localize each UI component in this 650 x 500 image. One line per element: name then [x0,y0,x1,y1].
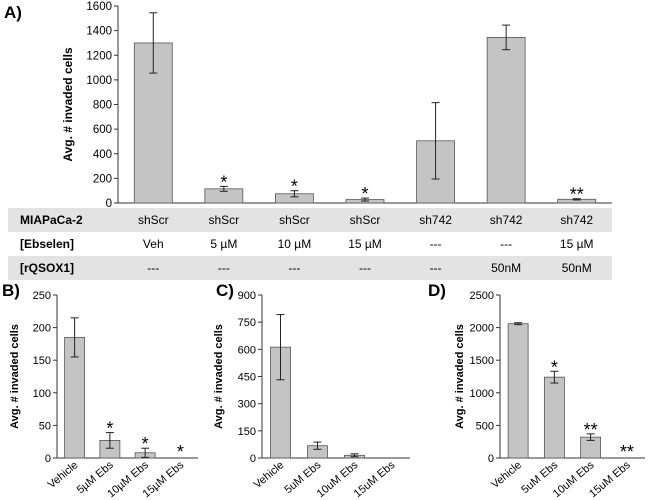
y-tick-label: 2500 [470,290,494,302]
significance-marker: * [361,184,368,204]
y-tick-label: 200 [93,173,112,185]
table-cell: sh742 [560,213,593,227]
table-cell: --- [500,237,512,251]
bar [507,323,529,459]
y-tick-label: 1000 [86,75,112,87]
y-tick-label: 800 [93,100,112,112]
table-cell: shScr [350,213,381,227]
table-cell: shScr [138,213,169,227]
table-cell: 10 µM [278,237,312,251]
x-tick-label: Vehicle [252,459,287,491]
y-axis-label-c: Avg. # invaded cells [213,324,225,429]
table-cell: 5 µM [210,237,237,251]
table-cell: Veh [143,237,164,251]
y-tick-label: 1500 [470,355,494,367]
y-tick-label: 750 [238,317,256,329]
significance-marker: * [220,172,227,192]
y-tick-label: 0 [488,453,494,465]
table-cell: --- [288,261,300,275]
table-cell: --- [430,237,442,251]
y-tick-label: 900 [238,290,256,302]
y-tick-label: 100 [33,388,51,400]
y-tick-label: 1000 [470,388,494,400]
panel-label-d: D) [428,281,446,300]
table-cell: sh742 [490,213,523,227]
x-tick-label: 15uM Ebs [352,459,398,500]
significance-marker: * [106,419,113,439]
y-tick-label: 300 [238,399,256,411]
significance-marker: ** [584,420,598,440]
significance-marker: ** [570,185,584,205]
table-row-shade [8,208,612,232]
y-tick-label: 500 [476,420,494,432]
y-tick-label: 150 [33,355,51,367]
table-cell: shScr [279,213,310,227]
y-tick-label: 0 [106,198,112,210]
table-cell: --- [218,261,230,275]
y-tick-label: 2000 [470,323,494,335]
y-tick-label: 1200 [86,50,112,62]
y-tick-label: 150 [238,426,256,438]
y-axis-label-b: Avg. # invaded cells [9,324,21,429]
table-row-label: [rQSOX1] [20,261,74,275]
significance-marker: ** [620,442,634,462]
significance-marker: * [142,434,149,454]
panel-label-a: A) [4,3,22,22]
table-cell: --- [430,261,442,275]
table-cell: --- [359,261,371,275]
table-row-label: [Ebselen] [20,237,74,251]
x-tick-label: 15uM Ebs [587,459,633,500]
y-tick-label: 50 [39,420,51,432]
y-tick-label: 400 [93,149,112,161]
significance-marker: * [551,357,558,377]
table-row-shade [8,256,612,280]
y-tick-label: 200 [33,323,51,335]
y-tick-label: 1400 [86,26,112,38]
table-cell: 15 µM [560,237,594,251]
y-tick-label: 600 [93,124,112,136]
table-cell: 50nM [491,261,521,275]
panel-label-c: C) [216,281,234,300]
significance-marker: * [291,177,298,197]
y-axis-label-a: Avg. # invaded cells [61,47,75,162]
y-tick-label: 250 [33,290,51,302]
bar [543,376,565,459]
y-axis-label-d: Avg. # invaded cells [454,324,466,429]
significance-marker: * [177,442,184,462]
y-tick-label: 450 [238,372,256,384]
table-cell: sh742 [419,213,452,227]
table-cell: shScr [209,213,240,227]
y-tick-label: 0 [45,453,51,465]
y-tick-label: 0 [250,453,256,465]
y-tick-label: 600 [238,344,256,356]
bar [486,36,526,204]
y-tick-label: 1600 [86,1,112,13]
panel-label-b: B) [2,281,20,300]
table-cell: --- [147,261,159,275]
table-row-label: MIAPaCa-2 [20,213,83,227]
table-cell: 15 µM [348,237,382,251]
table-cell: 50nM [562,261,592,275]
